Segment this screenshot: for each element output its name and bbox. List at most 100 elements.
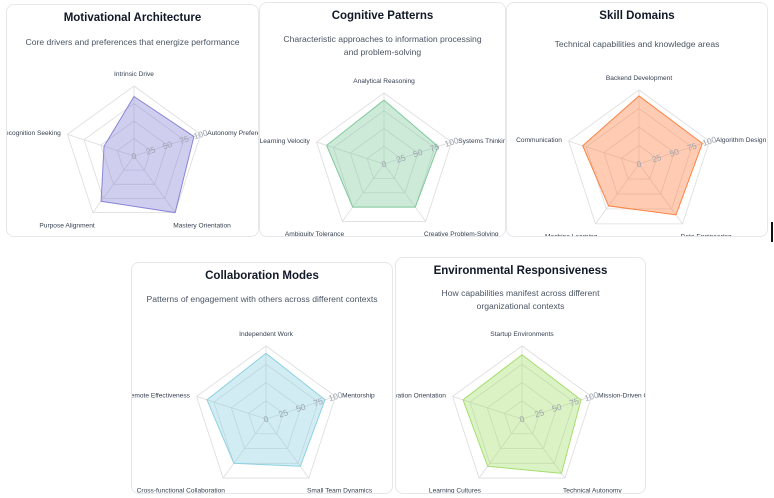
radial-tick-label: 0 [130,150,138,161]
radial-tick-label: 50 [668,146,680,159]
grid-ring [620,145,658,180]
grid-ring [452,345,592,479]
grid-spoke [638,140,710,165]
radial-tick-label: 75 [429,141,441,154]
grid-spoke [92,155,135,213]
data-area [582,95,703,216]
grid-ring [66,85,202,214]
card-title: Environmental Responsiveness [433,265,608,277]
radial-tick-label: 75 [686,141,698,154]
axis-label: Creative Problem-Solving [424,231,499,237]
grid-ring [585,108,693,210]
axis-label: Recognition Seeking [7,130,61,137]
axis-label: Data Engineering [681,234,732,237]
grid-ring [366,145,402,179]
grid-spoke [133,155,176,213]
card-subtitle: Patterns of engagement with others acros… [146,294,378,304]
radial-tick-label: 50 [161,139,173,152]
card-subtitle: Core drivers and preferences that energi… [25,37,240,47]
grid-ring [504,400,540,435]
axis-label: Backend Development [606,75,673,82]
radar-card-skill-domains: Skill Domains Technical capabilities and… [506,2,768,237]
grid-ring [349,128,419,194]
axis-label: Autonomy Preference [207,130,259,137]
radial-tick-label: 25 [533,407,545,420]
grid-ring [213,363,319,464]
radial-tick-label: 25 [277,407,289,420]
axis-label: Mastery Orientation [173,222,231,229]
radial-tick-label: 100 [701,134,718,148]
radial-tick-label: 0 [635,158,643,169]
axis-label: Mentorship [342,392,375,399]
axis-label: Analytical Reasoning [353,78,415,85]
grid-ring [83,103,185,199]
grid-ring [196,345,336,479]
grid-spoke [383,163,427,222]
radial-tick-label: 75 [568,396,580,409]
radial-tick-label: 75 [312,396,324,409]
grid-spoke [478,418,523,479]
axis-label: Algorithm Design [716,137,767,144]
axis-label: Learning Cultures [429,488,482,494]
axis-label: Cross-functional Collaboration [137,488,226,494]
radial-tick-label: 0 [262,413,270,424]
radial-tick-label: 0 [518,413,526,424]
radial-tick-label: 100 [583,389,600,403]
grid-spoke [133,133,201,157]
radar-card-cognitive-patterns: Cognitive Patterns Characteristic approa… [259,2,506,237]
grid-ring [603,126,675,195]
radial-tick-label: 0 [380,158,388,169]
data-area [462,354,582,474]
axis-label: Learning Velocity [260,138,311,145]
axis-label: Startup Environments [490,331,554,338]
radar-chart: 0 25 50 75 100 Intrinsic Drive Autonomy Prefer… [7,71,259,229]
axis-label: Intrinsic Drive [114,71,154,78]
data-area [325,99,439,208]
radial-tick-label: 25 [395,152,407,165]
axis-label: Systems Thinking [458,138,506,145]
grid-spoke [521,418,566,479]
radial-tick-label: 50 [412,147,424,160]
grid-ring [230,382,302,449]
radar-chart: 0 25 50 75 100 Startup Environments Mission-Dr… [396,331,646,494]
radial-tick-label: 100 [327,389,344,403]
axis-label: Innovation Orientation [396,392,446,399]
grid-spoke [383,141,452,165]
grid-ring [116,138,152,171]
grid-spoke [196,396,267,420]
grid-spoke [316,141,385,165]
card-subtitle: How capabilities manifest across differe… [441,288,600,311]
radar-card-collaboration-modes: Collaboration Modes Patterns of engageme… [131,262,393,494]
data-area [206,352,326,467]
radar-chart: 0 25 50 75 100 Backend Development Algorithm D… [516,75,767,237]
grid-ring [100,120,168,185]
grid-spoke [265,396,336,420]
grid-ring [568,89,710,225]
grid-spoke [595,163,640,225]
radar-chart: 0 25 50 75 100 Analytical Reasoning Systems Th… [260,78,506,237]
radial-tick-label: 100 [192,127,209,141]
radar-card-motivational-architecture: Motivational Architecture Core drivers a… [6,4,259,237]
grid-ring [248,400,284,435]
radial-tick-label: 25 [651,152,663,165]
text-cursor [771,222,773,242]
data-area [100,95,195,214]
radar-card-environmental-responsiveness: Environmental Responsiveness How capabil… [395,257,646,494]
radial-tick-label: 75 [178,133,190,146]
radial-tick-label: 25 [145,144,157,157]
card-title: Collaboration Modes [205,270,319,282]
axis-label: Small Team Dynamics [307,488,373,494]
axis-label: Independent Work [239,331,293,338]
radial-tick-label: 50 [551,401,563,414]
axis-label: Mission-Driven Cultures [598,392,646,399]
grid-spoke [452,396,523,420]
radar-chart: 0 25 50 75 100 Independent Work Mentorship Smal… [132,331,375,494]
card-title: Cognitive Patterns [331,10,434,22]
axis-label: Machine Learning [545,234,598,237]
radial-tick-label: 50 [295,401,307,414]
grid-spoke [222,418,267,479]
radial-tick-label: 100 [443,135,460,149]
grid-ring [316,92,452,222]
card-title: Skill Domains [599,10,675,22]
grid-ring [469,363,575,464]
